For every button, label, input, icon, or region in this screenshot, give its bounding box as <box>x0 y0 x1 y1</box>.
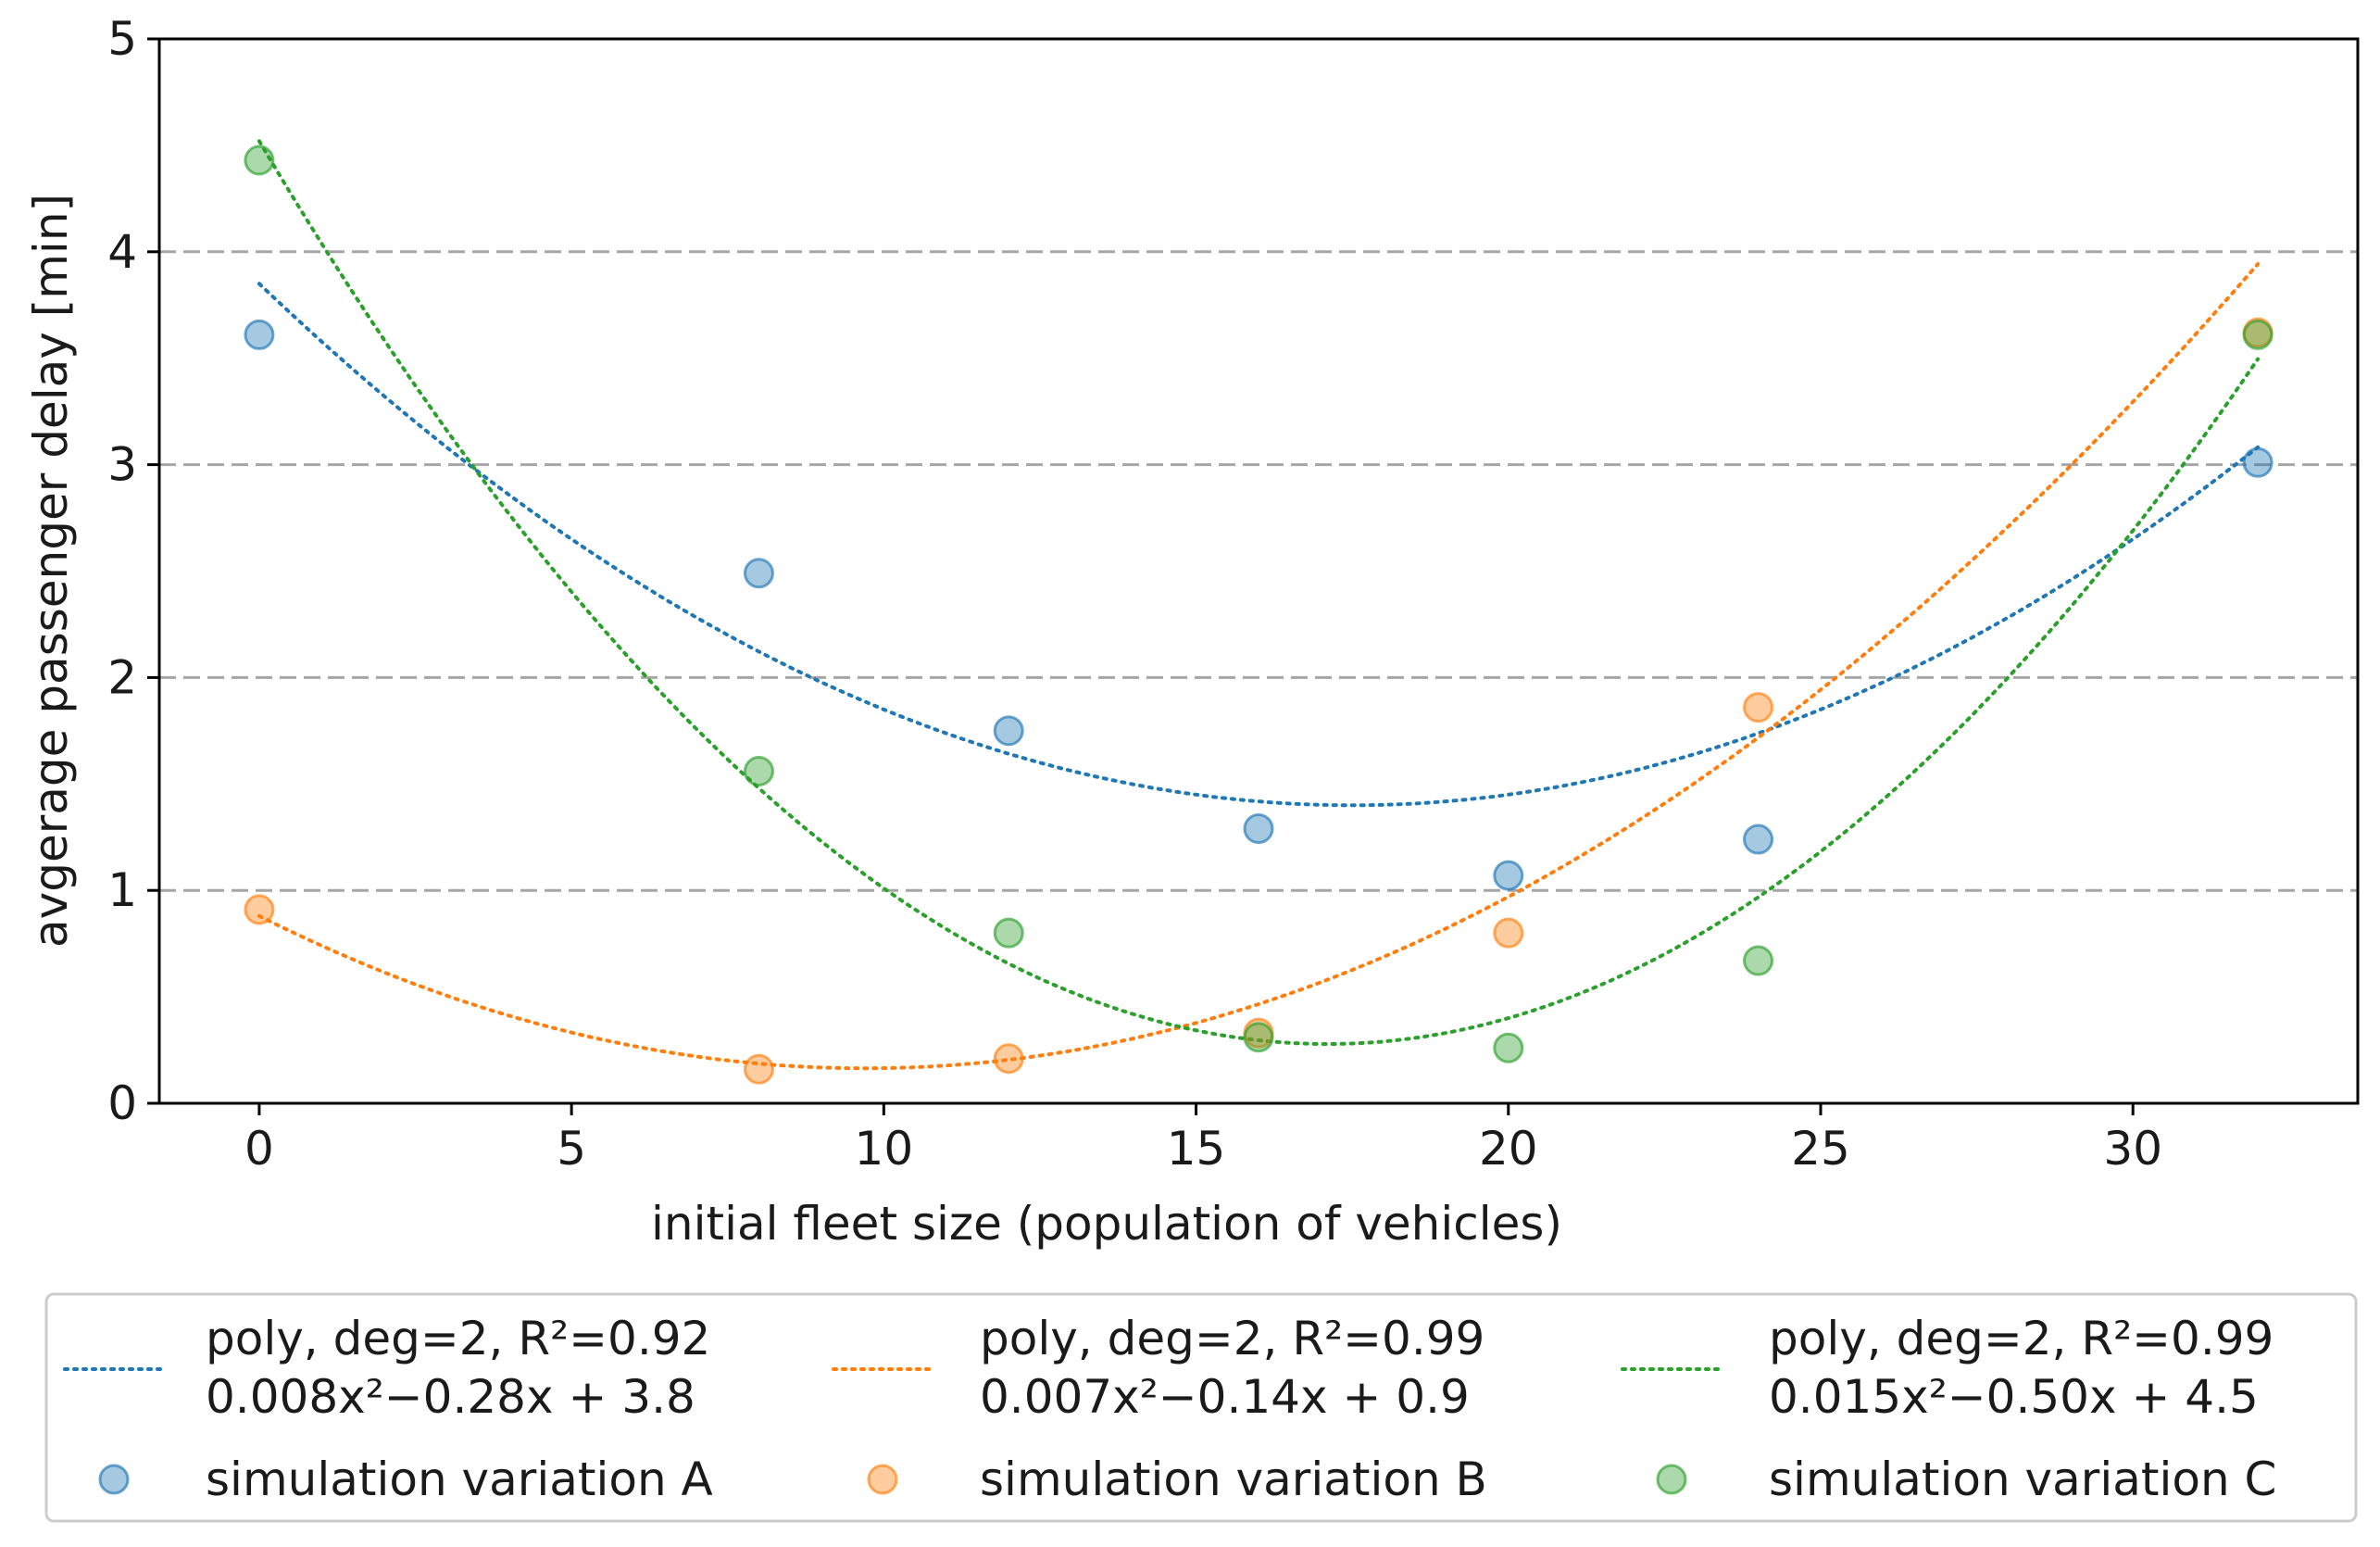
data-point-c <box>1493 1032 1524 1063</box>
legend-fit-equation: 0.015x²−0.50x + 4.5 <box>1769 1370 2259 1424</box>
legend-frame <box>44 1292 2358 1523</box>
data-point-a <box>2242 446 2274 478</box>
data-point-a <box>1243 813 1274 845</box>
legend-fit-label: poly, deg=2, R²=0.99 <box>980 1312 1484 1365</box>
data-point-b <box>244 894 275 925</box>
data-point-b <box>743 1053 774 1085</box>
fit-curve-1 <box>257 282 2261 808</box>
data-point-a <box>244 319 275 350</box>
y-tick-label: 1 <box>107 863 137 917</box>
y-tick-label: 0 <box>107 1076 137 1130</box>
legend-fit-label: poly, deg=2, R²=0.92 <box>206 1312 710 1365</box>
x-tick-label: 30 <box>2103 1122 2162 1176</box>
y-tick-label: 4 <box>107 225 137 279</box>
y-tick-label: 3 <box>107 438 137 492</box>
legend-point-label: simulation variation C <box>1769 1453 2276 1506</box>
data-point-c <box>1743 945 1774 976</box>
legend-point-swatch <box>867 1464 898 1495</box>
data-point-b <box>1743 692 1774 723</box>
legend-fit-equation: 0.008x²−0.28x + 3.8 <box>206 1370 695 1424</box>
x-tick-label: 20 <box>1479 1122 1538 1176</box>
x-tick-label: 10 <box>855 1122 914 1176</box>
fit-curve-3 <box>257 139 2261 1046</box>
y-tick-label: 2 <box>107 650 137 704</box>
legend-point-label: simulation variation A <box>206 1453 713 1506</box>
data-point-a <box>993 715 1024 747</box>
x-axis-label: initial fleet size (population of vehicl… <box>651 1197 1562 1251</box>
legend-point-label: simulation variation B <box>980 1453 1487 1506</box>
fit-curves <box>257 139 2261 1071</box>
data-point-c <box>743 756 774 787</box>
data-point-c <box>244 145 275 176</box>
plot-frame <box>157 37 2360 1105</box>
grid-lines <box>159 250 2358 892</box>
legend: poly, deg=2, R²=0.920.008x²−0.28x + 3.8 p… <box>44 1292 2358 1523</box>
data-point-c <box>1243 1022 1274 1053</box>
y-tick-label: 5 <box>107 12 137 66</box>
fit-curve-2 <box>257 262 2261 1071</box>
x-tick-label: 0 <box>244 1122 274 1176</box>
data-point-b <box>993 1043 1024 1075</box>
data-points <box>244 145 2274 1085</box>
y-axis-label: avgerage passenger delay [min] <box>24 194 78 948</box>
legend-fit-label: poly, deg=2, R²=0.99 <box>1769 1312 2274 1365</box>
x-tick-label: 25 <box>1791 1122 1850 1176</box>
legend-point-swatch <box>1656 1464 1687 1495</box>
axis-ticks: 0 5 10 15 20 25 30 0 1 2 3 4 5 <box>107 12 2162 1176</box>
data-point-a <box>1743 824 1774 855</box>
data-point-a <box>1493 860 1524 891</box>
x-tick-label: 15 <box>1167 1122 1226 1176</box>
data-point-c <box>2242 319 2274 350</box>
legend-fit-equation: 0.007x²−0.14x + 0.9 <box>980 1370 1470 1424</box>
legend-point-swatch <box>98 1464 130 1495</box>
data-point-a <box>743 558 774 589</box>
x-tick-label: 5 <box>557 1122 586 1176</box>
data-point-c <box>993 917 1024 949</box>
data-point-b <box>1493 917 1524 949</box>
